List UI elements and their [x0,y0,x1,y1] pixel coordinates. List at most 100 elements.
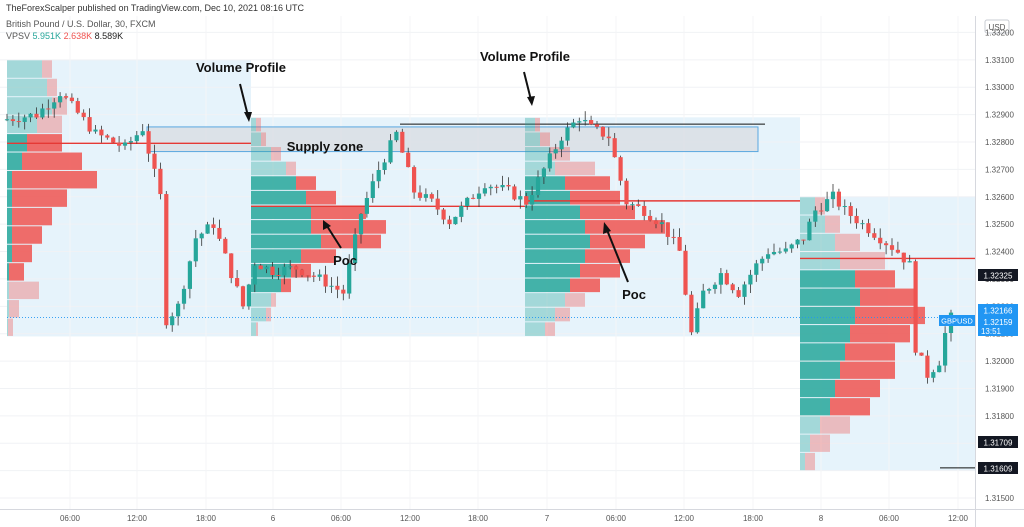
candle-body [465,197,470,206]
candle [577,117,582,132]
x-tick-label: 12:00 [674,514,695,523]
candle [583,111,588,126]
candle [152,144,157,178]
candle-body [689,294,694,333]
candlestick-series [4,92,954,384]
profile-bin-sell [565,176,610,190]
profile-bin-sell [835,233,860,252]
profile-bin-sell [590,234,645,249]
last-price-text: 1.32159 [984,318,1013,327]
candle [170,312,175,332]
profile-bin-buy [525,234,590,249]
profile-bin-buy [800,361,840,379]
candle [87,108,92,134]
candle [630,202,635,210]
candle [270,262,275,279]
candle-body [636,204,641,206]
candle-body [58,96,63,103]
candle-body [913,261,918,353]
candle-body [353,234,358,264]
candle [600,126,605,140]
candle-body [199,233,204,239]
candle [105,134,110,140]
arrow-poc-2 [603,222,629,283]
candle [754,259,759,282]
candle [530,186,535,211]
candle [69,93,74,104]
low-price-badge-1 [978,436,1018,448]
candle [75,97,80,115]
candle-body [358,213,364,235]
candle-body [925,355,930,378]
candle-body [69,97,74,102]
indicator-total-volume: 8.589K [94,31,124,41]
y-tick-label: 1.33000 [985,83,1014,92]
candle-body [382,162,387,170]
candle-body [417,192,423,198]
profile-bin-buy [251,220,311,234]
candle-body [28,113,33,118]
profile-bin-buy [800,325,850,343]
candle [22,114,27,130]
profile-bin-buy [7,78,47,97]
candle-body [152,153,157,169]
candle [140,124,145,137]
candle [943,326,948,373]
low-price-text-2: 1.31609 [984,465,1013,474]
candle-body [813,210,818,222]
indicator-legend[interactable]: VPSV 5.951K 2.638K 8.589K [6,31,123,41]
candle-body [16,121,21,123]
y-tick-label: 1.33100 [985,56,1014,65]
profile-bin-sell [585,249,630,263]
candle [766,248,771,263]
currency-label[interactable]: USD [989,23,1006,32]
candle-body [648,215,653,221]
candle-body [482,188,487,194]
candle-body [583,120,588,122]
price-axis: USD [0,16,1024,527]
x-tick-label: 06:00 [60,514,81,523]
candle-body [323,274,328,287]
candle-body [364,197,369,214]
candle-body [400,131,405,153]
candle-body [158,168,163,195]
profile-bin-buy [251,176,296,190]
candle-body [75,101,80,113]
candle-body [217,227,222,239]
candle [323,265,328,293]
profile-bin-buy [7,170,12,189]
candle [695,302,700,334]
profile-bin-buy [251,249,301,263]
low-price-text-1: 1.31709 [984,439,1013,448]
candle-body [506,184,511,187]
profile-bin-sell [580,205,635,220]
candle-body [530,195,535,205]
candle-body [518,196,523,200]
profile-bin-buy [251,307,266,322]
candle [494,184,499,194]
poc-label-1: Poc [333,253,357,268]
candle [211,217,216,235]
candle [559,136,564,158]
profile-bin-buy [800,379,835,398]
candle [854,208,859,229]
x-tick-label: 12:00 [400,514,421,523]
profile-bin-sell [306,190,336,205]
candle [453,216,458,225]
candle-body [748,274,753,285]
candle-body [931,372,936,378]
candle-body [553,149,558,154]
candle-body [783,248,788,252]
candle [866,218,871,237]
candle [707,287,712,294]
candle [28,113,33,123]
candle [919,352,924,356]
candle [4,113,10,122]
profile-bin-sell [311,220,386,234]
supply-zone [146,126,759,153]
y-tick-label: 1.31800 [985,412,1014,421]
candle [618,155,623,186]
profile-bin-sell [825,215,840,233]
candle [760,256,765,271]
